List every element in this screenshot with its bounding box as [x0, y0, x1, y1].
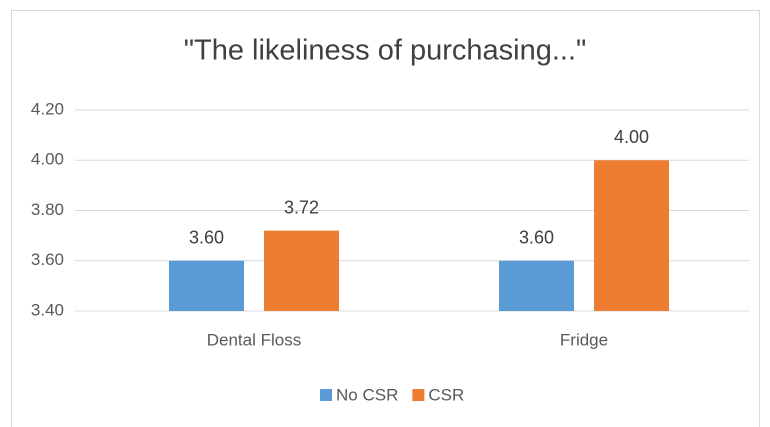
x-tick-label: Fridge [560, 330, 608, 349]
data-label: 4.00 [614, 127, 649, 147]
legend-label: CSR [428, 385, 464, 404]
bar [594, 160, 669, 311]
y-tick-label: 4.20 [31, 99, 64, 118]
data-label: 3.72 [284, 197, 319, 217]
bar [264, 230, 339, 311]
data-label: 3.60 [189, 228, 224, 248]
y-tick-label: 4.00 [31, 150, 64, 169]
data-label: 3.60 [519, 228, 554, 248]
legend-swatch [412, 389, 425, 401]
y-tick-label: 3.40 [31, 300, 64, 319]
bar [499, 260, 574, 311]
y-tick-label: 3.80 [31, 200, 64, 219]
y-tick-label: 3.60 [31, 250, 64, 269]
legend-swatch [320, 389, 332, 401]
x-tick-label: Dental Floss [207, 330, 301, 349]
bar [169, 260, 244, 311]
legend-label: No CSR [336, 385, 398, 404]
chart-title: "The likeliness of purchasing..." [184, 35, 587, 67]
